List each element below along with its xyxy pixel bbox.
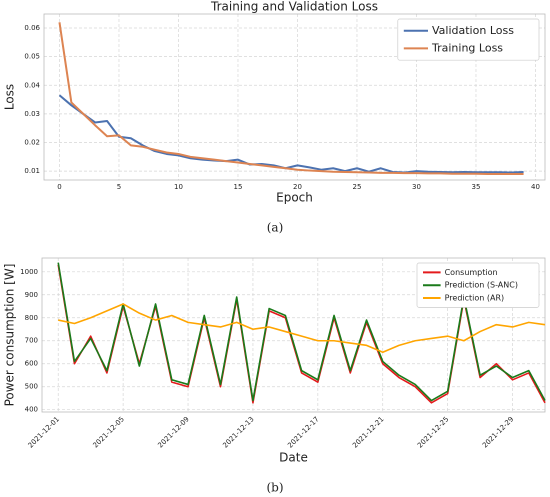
chart-title: Training and Validation Loss: [210, 0, 378, 14]
series-line: [58, 22, 524, 175]
y-tick-label: 900: [25, 291, 38, 299]
x-axis-label: Epoch: [276, 191, 313, 205]
legend-box: [397, 18, 540, 61]
x-tick-label: 30: [412, 183, 421, 191]
y-tick-label: 600: [25, 360, 38, 368]
x-tick-label: 0: [57, 183, 61, 191]
plot-frame: [43, 13, 546, 181]
y-tick-label: 0.05: [24, 53, 40, 61]
x-tick-label: 2021-12-13: [221, 415, 255, 449]
legend-label: Prediction (AR): [445, 294, 505, 303]
legend-label: Training Loss: [431, 41, 503, 54]
x-axis-label: Date: [279, 451, 308, 465]
legend: Consumption Prediction (S-ANC) Prediction …: [416, 262, 540, 308]
y-tick-label: 0.06: [24, 24, 40, 32]
y-tick-label: 800: [25, 314, 38, 322]
y-tick-label: 700: [25, 337, 38, 345]
x-tick-label: 2021-12-17: [286, 415, 320, 449]
y-tick-label: 0.02: [24, 139, 40, 147]
y-tick-label: 500: [25, 383, 38, 391]
x-tick-label: 40: [531, 183, 540, 191]
y-axis-label: Loss: [3, 84, 17, 110]
x-tick-label: 10: [174, 183, 183, 191]
x-tick-label: 2021-12-01: [27, 415, 61, 449]
legend-box: [416, 262, 540, 308]
x-tick-label: 15: [234, 183, 243, 191]
y-axis-label: Power consumption [W]: [3, 264, 17, 407]
series-line: [58, 94, 524, 174]
x-tick-label: 35: [472, 183, 481, 191]
y-tick-label: 0.01: [24, 167, 40, 175]
caption: (a): [267, 221, 284, 235]
x-tick-label: 25: [353, 183, 362, 191]
legend-label: Validation Loss: [432, 24, 514, 37]
caption: (b): [266, 481, 283, 495]
y-tick-label: 0.04: [24, 81, 40, 89]
x-tick-label: 2021-12-09: [156, 415, 190, 449]
y-tick-label: 400: [25, 406, 38, 414]
legend-label: Prediction (S-ANC): [445, 281, 518, 290]
x-tick-label: 2021-12-05: [92, 415, 126, 449]
x-tick-label: 5: [117, 183, 121, 191]
x-tick-label: 2021-12-25: [416, 415, 450, 449]
plot-frame: [41, 257, 546, 413]
x-tick-label: 2021-12-29: [481, 415, 515, 449]
y-tick-label: 0.03: [24, 110, 40, 118]
x-tick-label: 2021-12-21: [351, 415, 385, 449]
series-line: [58, 303, 546, 354]
y-tick-label: 1000: [20, 268, 38, 276]
legend-label: Consumption: [445, 268, 498, 277]
x-tick-label: 20: [293, 183, 302, 191]
legend: Validation Loss Training Loss: [397, 18, 540, 61]
